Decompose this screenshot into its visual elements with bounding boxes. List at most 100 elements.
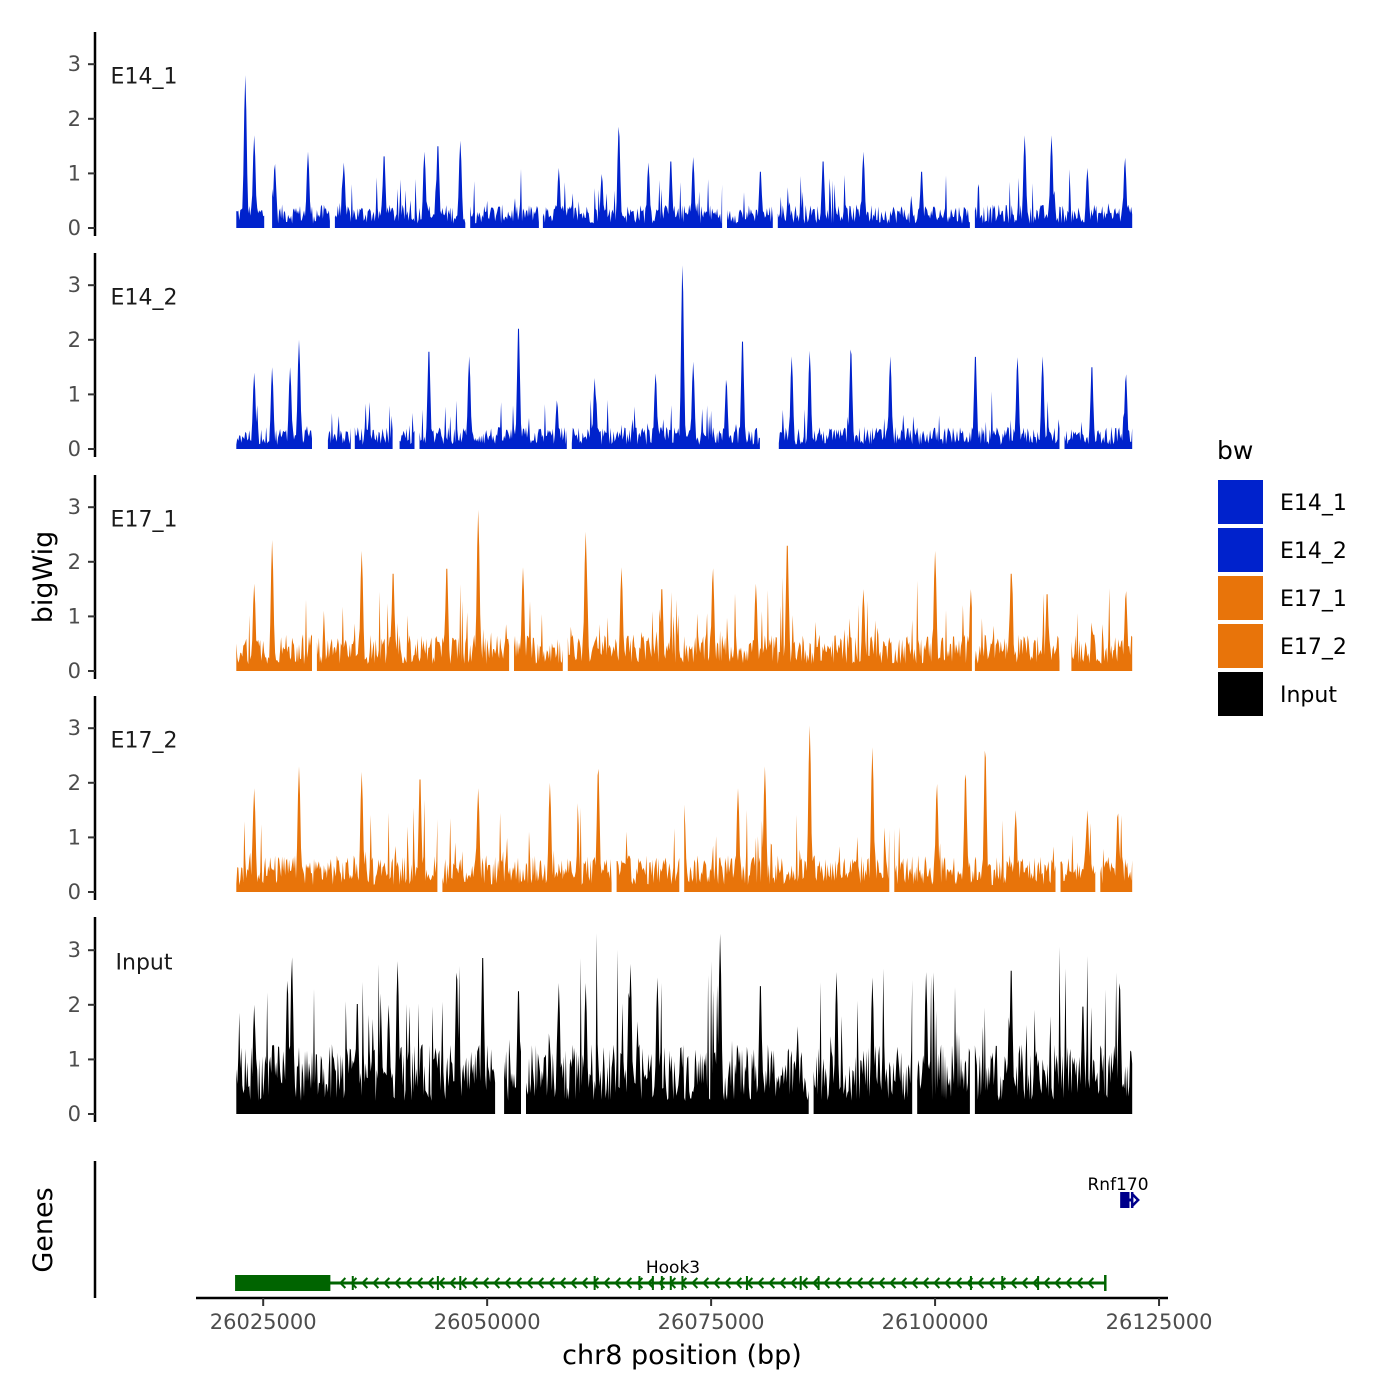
strand-arrow — [624, 1277, 633, 1289]
strand-arrow — [734, 1277, 743, 1289]
strand-arrow — [547, 1277, 556, 1289]
strand-arrow — [822, 1277, 831, 1289]
y-tick-label: 2 — [68, 993, 81, 1017]
legend-swatch-E17_1 — [1218, 576, 1263, 620]
y-tick-label: 0 — [68, 659, 81, 683]
strand-arrow — [470, 1277, 479, 1289]
strand-arrow — [514, 1277, 523, 1289]
strand-arrow — [459, 1277, 468, 1289]
track-label: E14_1 — [111, 64, 178, 89]
strand-arrow — [712, 1277, 721, 1289]
y-tick-label: 3 — [68, 273, 81, 297]
strand-arrow — [888, 1277, 897, 1289]
legend-swatch-E14_1 — [1218, 480, 1263, 524]
y-tick-label: 0 — [68, 880, 81, 904]
signal-area-E17_2 — [236, 725, 1133, 892]
strand-arrow — [1042, 1277, 1051, 1289]
strand-arrow — [679, 1277, 688, 1289]
strand-arrow — [690, 1277, 699, 1289]
gene-Rnf170: Rnf170 — [1087, 1175, 1149, 1208]
strand-arrow — [525, 1277, 534, 1289]
y-tick-label: 0 — [68, 437, 81, 461]
strand-arrow — [932, 1277, 941, 1289]
x-tick-label: 26050000 — [434, 1310, 541, 1334]
y-tick-label: 1 — [68, 382, 81, 406]
strand-arrow — [371, 1277, 380, 1289]
strand-arrow — [855, 1277, 864, 1289]
track-E17_1: 0 1 2 3 E17_1 — [68, 475, 1133, 683]
strand-arrow — [404, 1277, 413, 1289]
x-tick-label: 26075000 — [658, 1310, 765, 1334]
strand-arrow — [811, 1277, 820, 1289]
legend-swatch-Input — [1218, 672, 1263, 716]
strand-arrow — [1131, 1193, 1140, 1207]
signal-area-E14_1 — [236, 75, 1133, 228]
strand-arrow — [987, 1277, 996, 1289]
strand-arrow — [360, 1277, 369, 1289]
x-axis-title: chr8 position (bp) — [562, 1340, 802, 1371]
strand-arrow — [1009, 1277, 1018, 1289]
strand-arrow — [756, 1277, 765, 1289]
strand-arrow — [393, 1277, 402, 1289]
strand-arrow — [602, 1277, 611, 1289]
track-Input: 0 1 2 3 Input — [68, 917, 1133, 1126]
strand-arrow — [415, 1277, 424, 1289]
strand-arrow — [437, 1277, 446, 1289]
gene-Hook3: Hook3 — [235, 1258, 1107, 1291]
legend-swatch-E14_2 — [1218, 528, 1263, 572]
strand-arrow — [1064, 1277, 1073, 1289]
strand-arrow — [778, 1277, 787, 1289]
track-label: Input — [116, 950, 173, 975]
signal-area-Input — [236, 933, 1133, 1114]
strand-arrow — [899, 1277, 908, 1289]
y-tick-label: 1 — [68, 825, 81, 849]
y-tick-label: 0 — [68, 216, 81, 240]
strand-arrow — [569, 1277, 578, 1289]
y-tick-label: 3 — [68, 716, 81, 740]
y-tick-label: 1 — [68, 161, 81, 185]
y-tick-label: 2 — [68, 771, 81, 795]
strand-arrow — [349, 1277, 358, 1289]
strand-arrow — [558, 1277, 567, 1289]
strand-arrow — [921, 1277, 930, 1289]
gene-exon-block — [236, 1275, 331, 1291]
strand-arrow — [965, 1277, 974, 1289]
legend-label-E14_2: E14_2 — [1280, 539, 1347, 564]
strand-arrow — [580, 1277, 589, 1289]
strand-arrow — [492, 1277, 501, 1289]
strand-arrow — [998, 1277, 1007, 1289]
strand-arrow — [745, 1277, 754, 1289]
strand-arrow — [1075, 1277, 1084, 1289]
track-label: E17_2 — [111, 728, 178, 753]
strand-arrow — [503, 1277, 512, 1289]
strand-arrow — [657, 1277, 666, 1289]
track-label: E14_2 — [111, 285, 178, 310]
strand-arrow — [591, 1277, 600, 1289]
y-tick-label: 1 — [68, 604, 81, 628]
y-tick-label: 1 — [68, 1047, 81, 1071]
strand-arrow — [1086, 1277, 1095, 1289]
strand-arrow — [1031, 1277, 1040, 1289]
x-tick-label: 26125000 — [1106, 1310, 1213, 1334]
signal-area-E17_1 — [236, 509, 1133, 671]
strand-arrow — [635, 1277, 644, 1289]
x-tick-label: 26025000 — [210, 1310, 317, 1334]
y-tick-label: 0 — [68, 1102, 81, 1126]
track-E17_2: 0 1 2 3 E17_2 — [68, 696, 1133, 904]
strand-arrow — [382, 1277, 391, 1289]
strand-arrow — [767, 1277, 776, 1289]
track-E14_1: 0 1 2 3 E14_1 — [68, 32, 1133, 240]
y-tick-label: 3 — [68, 52, 81, 76]
strand-arrow — [426, 1277, 435, 1289]
genes-track-title: Genes — [28, 1187, 59, 1272]
y-tick-label: 3 — [68, 938, 81, 962]
strand-arrow — [789, 1277, 798, 1289]
x-tick-label: 26100000 — [882, 1310, 989, 1334]
strand-arrow — [877, 1277, 886, 1289]
strand-arrow — [954, 1277, 963, 1289]
strand-arrow — [800, 1277, 809, 1289]
legend-title: bw — [1217, 436, 1253, 465]
y-tick-label: 2 — [68, 550, 81, 574]
signal-area-E14_2 — [236, 265, 1133, 449]
strand-arrow — [338, 1277, 347, 1289]
